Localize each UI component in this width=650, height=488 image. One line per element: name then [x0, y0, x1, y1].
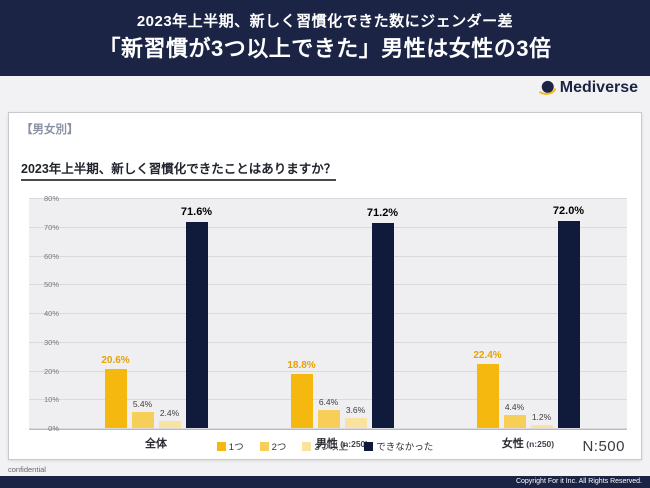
bar-value-label: 20.6% [101, 354, 130, 366]
chart-panel: 【男女別】 2023年上半期、新しく習慣化できたことはありますか？ 0% 10% 2… [8, 112, 642, 460]
bar-value-label: 3.6% [345, 404, 366, 415]
legend-swatch [364, 441, 374, 451]
bar-group: 20.6% 5.4% 2.4% 71.6% 全体 [101, 198, 212, 451]
y-axis-tick: 80% [43, 194, 59, 203]
legend-swatch [259, 441, 269, 451]
mediverse-logo-icon [538, 79, 556, 97]
y-axis-tick: 20% [43, 366, 59, 376]
bar-value-label: 71.6% [180, 206, 213, 219]
gridline [29, 313, 627, 314]
question-title: 2023年上半期、新しく習慣化できたことはありますか？ [21, 158, 337, 181]
y-axis-tick: 40% [43, 309, 59, 318]
header-subtitle: 2023年上半期、新しく習慣化できた数にジェンダー差 [136, 13, 514, 30]
mediverse-logo-text: Mediverse [559, 79, 638, 97]
bar-value-label: 71.2% [366, 207, 399, 220]
bar-3つ以上: 2.4% [158, 408, 181, 428]
legend-item: 1つ [216, 439, 244, 453]
legend-item: 2つ [259, 439, 287, 453]
bar-value-label: 6.4% [318, 396, 339, 407]
y-axis-tick: 70% [43, 222, 59, 232]
legend-item: 3つ以上 [302, 439, 348, 453]
bar-1つ: 20.6% [101, 355, 130, 428]
logo-row: Mediverse [0, 76, 650, 100]
gridline [29, 370, 627, 372]
bar-value-label: 4.4% [504, 402, 525, 413]
bar-できなかった: 71.6% [181, 206, 212, 428]
bar-1つ: 22.4% [473, 350, 502, 428]
bar-value-label: 2.4% [159, 408, 180, 419]
copyright-text: Copyright For it Inc. All Rights Reserve… [515, 478, 642, 485]
bar-value-label: 5.4% [132, 399, 153, 410]
bars: 22.4% 4.4% 1.2% 72.0% [473, 198, 584, 428]
y-axis-tick: 10% [43, 395, 59, 405]
gridline [29, 341, 627, 343]
gridline [29, 399, 627, 401]
gridline [29, 428, 627, 429]
bar-1つ: 18.8% [287, 360, 316, 428]
legend-swatch [216, 441, 226, 451]
sample-size-label: N:500 [582, 438, 625, 455]
y-axis-tick: 0% [48, 424, 59, 433]
bar-group: 22.4% 4.4% 1.2% 72.0% 女性 (n:250) [473, 198, 584, 451]
confidential-label: confidential [8, 465, 46, 474]
bar-3つ以上: 1.2% [530, 412, 553, 428]
legend-item: できなかった [364, 439, 433, 453]
legend-label: 1つ [228, 442, 244, 453]
bars: 20.6% 5.4% 2.4% 71.6% [101, 198, 212, 428]
group-label: 【男女別】 [21, 124, 79, 136]
legend-swatch [302, 441, 312, 451]
y-axis-tick: 60% [43, 251, 59, 261]
category-label: 全体 [145, 438, 167, 450]
bar-value-label: 1.2% [531, 411, 552, 422]
category-label: 男性 (n:250) [315, 438, 369, 450]
legend-label: 2つ [271, 442, 287, 453]
bar-groups: 20.6% 5.4% 2.4% 71.6% 全体 18.8% 6.4% 3.6% 71.2% 男性… [63, 195, 621, 451]
bar-group: 18.8% 6.4% 3.6% 71.2% 男性 (n:250) [287, 198, 398, 451]
bar-2つ: 5.4% [131, 399, 154, 428]
bar-chart: 0% 10% 20% 30% 40% 50% 60% 70% 80% 20.6% 5.4% 2.4%… [21, 194, 629, 451]
bar-value-label: 18.8% [287, 359, 316, 371]
bar-2つ: 6.4% [317, 397, 340, 428]
footer-bar: Copyright For it Inc. All Rights Reserve… [0, 476, 650, 488]
plot-area: 0% 10% 20% 30% 40% 50% 60% 70% 80% [29, 194, 627, 433]
chart-legend: 1つ 2つ 3つ以上 できなかった [9, 439, 641, 453]
y-axis-tick: 50% [43, 280, 59, 290]
bar-2つ: 4.4% [503, 402, 526, 428]
y-axis-tick: 30% [43, 337, 59, 347]
bar-value-label: 72.0% [552, 205, 585, 217]
bar-できなかった: 71.2% [367, 207, 398, 428]
header-title: 「新習慣が3つ以上できた」男性は女性の3倍 [98, 35, 552, 61]
legend-label: できなかった [376, 442, 434, 453]
mediverse-logo: Mediverse [538, 79, 638, 97]
category-label: 女性 (n:250) [501, 438, 555, 450]
gridline [29, 198, 627, 199]
bar-value-label: 22.4% [473, 349, 502, 361]
bar-3つ以上: 3.6% [344, 405, 367, 428]
gridline [29, 284, 627, 286]
gridline [29, 226, 627, 228]
bars: 18.8% 6.4% 3.6% 71.2% [287, 198, 398, 428]
header-banner: 2023年上半期、新しく習慣化できた数にジェンダー差 「新習慣が3つ以上できた」… [0, 0, 650, 77]
bar-できなかった: 72.0% [553, 205, 584, 428]
legend-label: 3つ以上 [314, 442, 349, 453]
gridline [29, 255, 627, 257]
